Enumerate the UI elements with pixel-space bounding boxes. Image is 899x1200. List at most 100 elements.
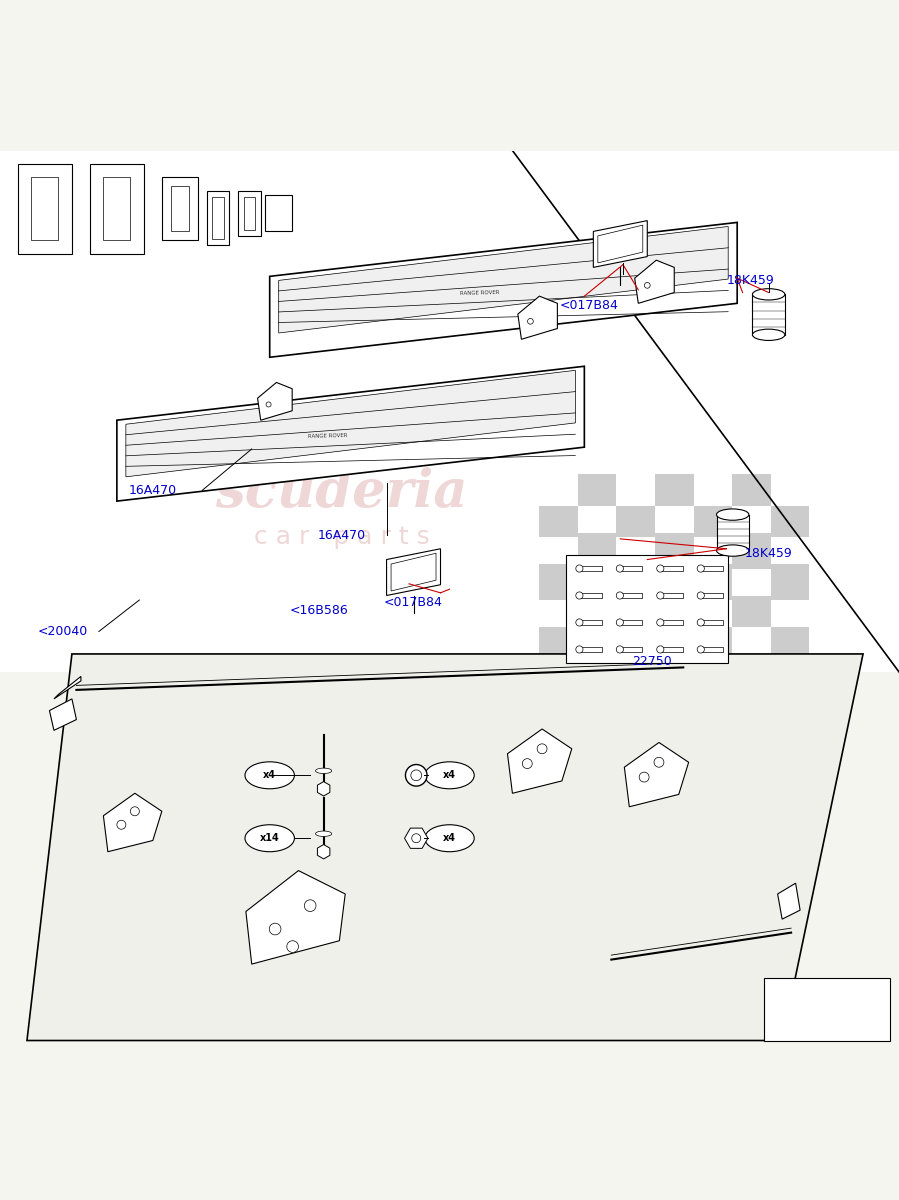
Polygon shape xyxy=(778,883,800,919)
Text: 18K459: 18K459 xyxy=(744,547,793,559)
Bar xyxy=(701,619,723,625)
Bar xyxy=(770,626,809,659)
Bar xyxy=(655,533,693,564)
Bar xyxy=(566,556,728,662)
Polygon shape xyxy=(624,743,689,806)
Bar xyxy=(660,593,683,599)
Ellipse shape xyxy=(316,832,332,836)
Circle shape xyxy=(575,565,583,572)
Bar xyxy=(655,474,693,505)
Polygon shape xyxy=(257,383,292,420)
Circle shape xyxy=(130,806,139,816)
Ellipse shape xyxy=(316,768,332,774)
Ellipse shape xyxy=(245,824,295,852)
Bar xyxy=(770,505,809,538)
Polygon shape xyxy=(246,870,345,964)
Bar xyxy=(717,515,749,551)
Circle shape xyxy=(645,282,650,288)
Circle shape xyxy=(270,923,281,935)
Bar xyxy=(620,593,642,599)
Text: x4: x4 xyxy=(443,833,456,844)
Bar xyxy=(212,197,224,239)
Polygon shape xyxy=(103,793,162,852)
Bar xyxy=(660,647,683,652)
Polygon shape xyxy=(507,730,572,793)
Bar xyxy=(579,593,602,599)
Bar xyxy=(770,564,809,595)
Bar xyxy=(693,569,732,600)
Circle shape xyxy=(617,619,624,626)
Polygon shape xyxy=(317,781,330,796)
Bar xyxy=(752,294,785,335)
Polygon shape xyxy=(387,548,441,595)
Polygon shape xyxy=(593,221,647,268)
Text: <017B84: <017B84 xyxy=(384,596,443,610)
Bar xyxy=(732,533,770,564)
Bar xyxy=(620,619,642,625)
Polygon shape xyxy=(405,828,428,848)
Bar xyxy=(578,474,617,505)
Bar xyxy=(620,566,642,571)
Text: <20040: <20040 xyxy=(38,625,88,638)
Text: 16A470: 16A470 xyxy=(317,529,366,541)
Bar xyxy=(764,978,890,1040)
Circle shape xyxy=(575,646,583,653)
Bar xyxy=(655,595,693,626)
Circle shape xyxy=(528,318,533,324)
Polygon shape xyxy=(635,260,674,304)
Bar xyxy=(162,178,198,240)
Polygon shape xyxy=(518,296,557,340)
Circle shape xyxy=(656,646,663,653)
Polygon shape xyxy=(117,366,584,502)
Bar xyxy=(660,619,683,625)
Circle shape xyxy=(575,592,583,599)
Text: x14: x14 xyxy=(260,833,280,844)
Circle shape xyxy=(698,592,705,599)
Circle shape xyxy=(698,619,705,626)
Text: scuderia: scuderia xyxy=(216,467,467,517)
Polygon shape xyxy=(0,150,899,672)
Polygon shape xyxy=(27,654,863,1040)
Bar xyxy=(579,619,602,625)
Circle shape xyxy=(287,941,298,953)
Bar xyxy=(732,538,770,569)
Circle shape xyxy=(698,646,705,653)
Bar xyxy=(732,474,770,505)
Bar xyxy=(31,178,58,240)
Ellipse shape xyxy=(752,329,785,341)
Polygon shape xyxy=(270,222,737,358)
Circle shape xyxy=(617,646,624,653)
Text: x4: x4 xyxy=(263,770,276,780)
Bar xyxy=(701,647,723,652)
Circle shape xyxy=(617,565,624,572)
Text: 16A470: 16A470 xyxy=(129,484,177,497)
Circle shape xyxy=(575,619,583,626)
Bar xyxy=(244,197,255,230)
Text: RANGE ROVER: RANGE ROVER xyxy=(460,289,500,295)
Bar xyxy=(660,566,683,571)
Bar xyxy=(265,196,292,232)
Polygon shape xyxy=(317,845,330,859)
Ellipse shape xyxy=(245,762,295,788)
Bar xyxy=(238,191,261,236)
Bar xyxy=(732,595,770,626)
Ellipse shape xyxy=(424,824,475,852)
Polygon shape xyxy=(279,227,728,332)
Bar xyxy=(693,626,732,659)
Circle shape xyxy=(405,764,427,786)
Bar xyxy=(578,595,617,626)
Text: x4: x4 xyxy=(443,770,456,780)
Text: c a r   p a r t s: c a r p a r t s xyxy=(254,526,430,550)
Bar xyxy=(539,626,578,659)
Bar xyxy=(693,564,732,595)
Circle shape xyxy=(522,758,532,768)
Bar xyxy=(579,647,602,652)
Circle shape xyxy=(117,821,126,829)
Bar xyxy=(620,647,642,652)
Bar xyxy=(207,191,229,245)
Circle shape xyxy=(654,757,663,767)
Circle shape xyxy=(698,565,705,572)
Polygon shape xyxy=(126,371,575,476)
Bar xyxy=(617,569,655,600)
Bar xyxy=(701,593,723,599)
